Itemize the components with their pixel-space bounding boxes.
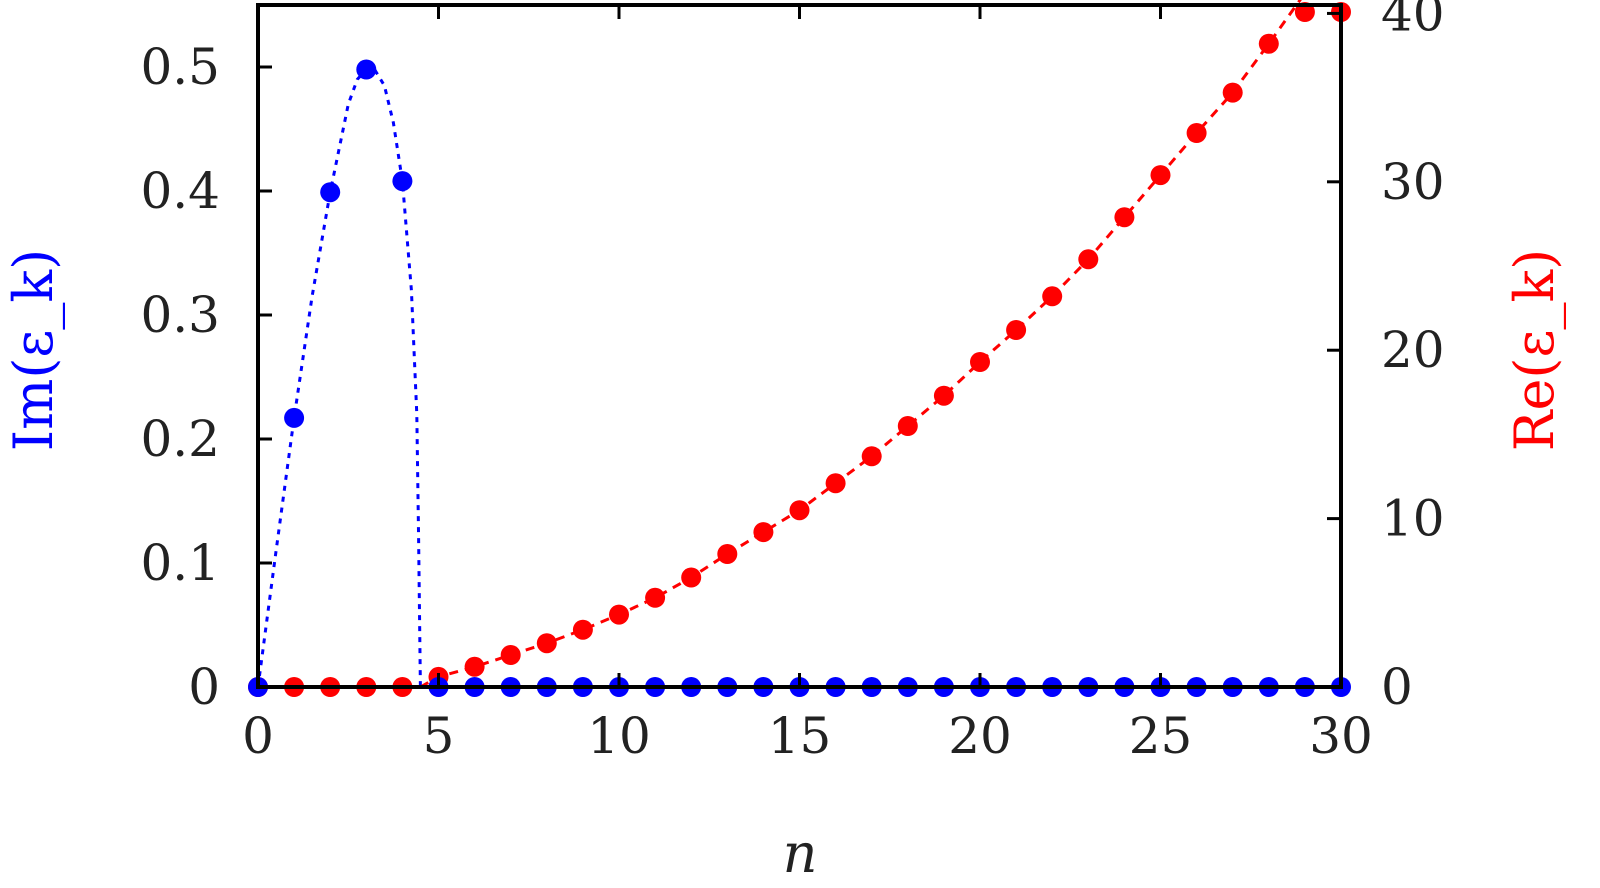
im-fit-line	[256, 67, 439, 689]
re-point	[1042, 286, 1063, 307]
right-y-tick-label: 10	[1381, 490, 1445, 548]
x-tick-label: 15	[768, 707, 832, 765]
re-point	[1150, 165, 1171, 186]
re-point	[897, 416, 918, 436]
left-axis-title: Im(ε_k)	[2, 249, 65, 451]
re-point	[933, 385, 954, 406]
re-point	[464, 656, 485, 677]
re-point	[825, 473, 846, 494]
left-y-tick-label: 0.3	[140, 286, 220, 344]
x-axis-title: n	[783, 822, 818, 885]
re-point	[572, 619, 593, 640]
right-y-tick-label: 20	[1381, 321, 1445, 379]
x-tick-label: 20	[948, 707, 1012, 765]
x-tick-label: 5	[423, 707, 455, 765]
right-y-tick-label: 30	[1381, 153, 1445, 211]
x-tick-label: 25	[1129, 707, 1193, 765]
re-point	[681, 567, 702, 588]
re-point	[1222, 82, 1243, 103]
left-y-tick-label: 0.4	[140, 162, 220, 220]
re-point	[753, 522, 774, 543]
left-y-tick-label: 0.5	[140, 38, 220, 96]
re-point	[1186, 123, 1207, 143]
left-y-tick-label: 0	[188, 658, 220, 716]
re-point	[609, 604, 629, 625]
x-tick-label: 30	[1309, 707, 1373, 765]
fit-lines	[256, 0, 1302, 689]
x-tick-label: 0	[242, 707, 274, 765]
re-point	[536, 633, 557, 654]
re-point	[717, 544, 738, 564]
re-point	[1078, 249, 1099, 270]
right-axis-title: Re(ε_k)	[1503, 249, 1566, 451]
re-point	[1006, 320, 1027, 340]
im-point	[320, 182, 341, 203]
x-tick-label: 10	[587, 707, 651, 765]
left-y-tick-label: 0.1	[140, 534, 220, 592]
im-point	[392, 171, 413, 192]
re-point	[970, 352, 990, 372]
data-points	[248, 2, 1351, 697]
re-fit-line	[419, 0, 1302, 689]
right-y-tick-label: 40	[1381, 0, 1445, 42]
re-point	[1114, 207, 1135, 228]
re-point	[645, 587, 666, 608]
im-point	[284, 407, 305, 428]
re-point	[500, 645, 521, 665]
plot-frame	[256, 3, 1343, 689]
left-y-tick-label: 0.2	[140, 410, 220, 468]
im-point	[356, 59, 377, 80]
right-y-tick-label: 0	[1381, 658, 1413, 716]
re-point	[1258, 33, 1279, 54]
re-point	[861, 446, 882, 467]
re-point	[789, 500, 810, 521]
